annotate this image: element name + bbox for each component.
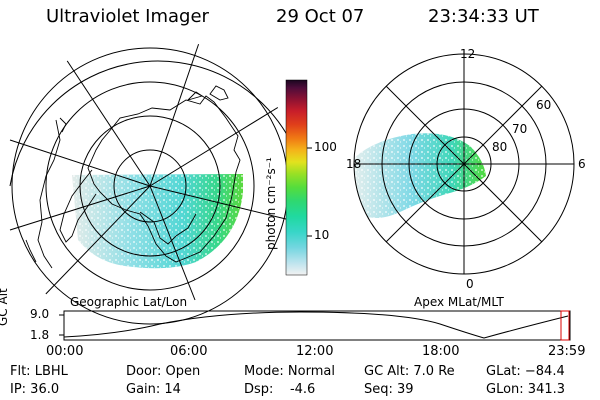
mlt-label-18: 18 [346, 157, 362, 171]
colorbar-tick-100: 100 [314, 140, 337, 154]
status-glat: GLat: −84.4 [486, 364, 565, 379]
current-time-marker [560, 310, 570, 341]
time-tick-0600: 06:00 [170, 344, 208, 359]
right-map-label: Apex MLat/MLT [414, 295, 504, 309]
left-map-label: Geographic Lat/Lon [70, 295, 188, 309]
status-filter: Flt: LBHL [10, 364, 68, 379]
timeline-ylabel: GC Alt [0, 288, 10, 326]
altitude-curve [63, 311, 569, 339]
altitude-timeline [59, 310, 571, 341]
instrument-title: Ultraviolet Imager [46, 6, 209, 27]
status-ip: IP: 36.0 [10, 382, 60, 397]
status-dsp: Dsp: -4.6 [244, 382, 316, 397]
status-door: Door: Open [126, 364, 201, 379]
colorbar-unit-label: photon cm⁻²s⁻¹ [264, 157, 278, 250]
mlat-label-60: 60 [536, 98, 552, 112]
status-gc-alt: GC Alt: 7.0 Re [364, 364, 455, 379]
colorbar-tick-10: 10 [314, 228, 330, 242]
mlat-label-70: 70 [512, 122, 528, 136]
mlt-label-12: 12 [460, 47, 476, 61]
coastline-south-america [37, 119, 61, 269]
geographic-map [9, 39, 291, 325]
colorbar [285, 79, 312, 276]
coastline-peninsula [59, 169, 97, 243]
status-mode: Mode: Normal [244, 364, 335, 379]
mlt-label-0: 0 [466, 277, 474, 291]
timeline-ymin: 1.8 [30, 328, 50, 342]
coastline-antarctica [87, 95, 241, 263]
apex-map [353, 53, 575, 275]
time-tick-1200: 12:00 [296, 344, 334, 359]
status-gain: Gain: 14 [126, 382, 181, 397]
status-seq: Seq: 39 [364, 382, 414, 397]
mlt-label-6: 6 [578, 157, 586, 171]
time-tick-1800: 18:00 [422, 344, 460, 359]
time-tick-2359: 23:59 [548, 344, 586, 359]
date-label: 29 Oct 07 [276, 6, 365, 27]
time-label: 23:34:33 UT [428, 6, 539, 27]
timeline-ymax: 9.0 [30, 307, 50, 321]
status-glon: GLon: 341.3 [486, 382, 566, 397]
time-tick-0000: 00:00 [46, 344, 84, 359]
mlat-label-80: 80 [492, 140, 508, 154]
